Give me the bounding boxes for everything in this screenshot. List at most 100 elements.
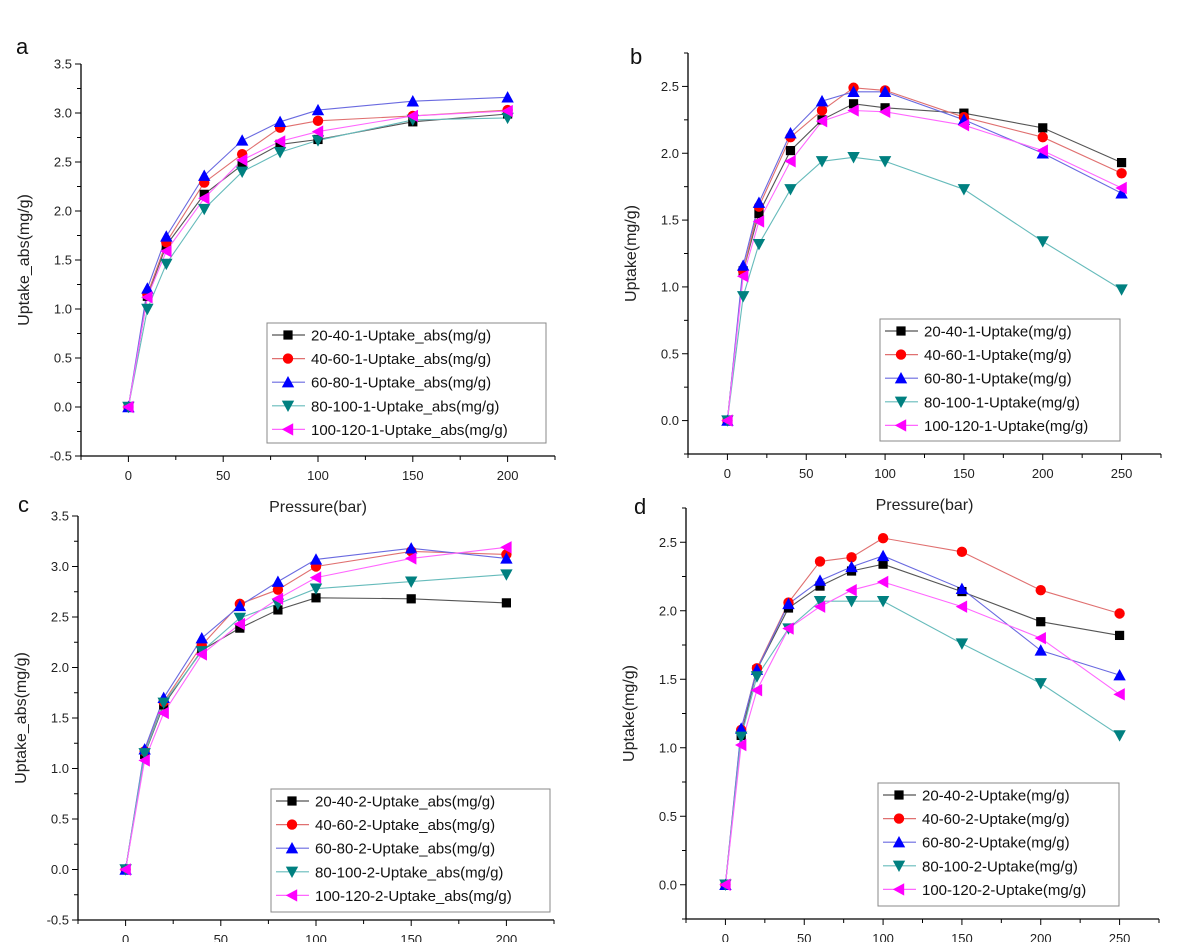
legend-label: 100-120-2-Uptake_abs(mg/g) bbox=[315, 888, 512, 905]
data-point-s2-6 bbox=[878, 85, 892, 97]
y-tick-label: 2.0 bbox=[54, 204, 72, 219]
y-tick-label: 2.0 bbox=[51, 660, 69, 675]
y-tick-label: 0.0 bbox=[659, 877, 677, 892]
y-tick-label: 3.5 bbox=[54, 57, 72, 72]
x-tick-label: 0 bbox=[122, 932, 129, 942]
series-line-0 bbox=[726, 103, 1122, 421]
legend-marker bbox=[894, 396, 908, 408]
panel-letter: d bbox=[634, 494, 646, 519]
legend-box bbox=[879, 318, 1121, 442]
legend-marker bbox=[281, 400, 295, 412]
x-tick-label: 200 bbox=[497, 468, 519, 483]
y-tick-label: 2.5 bbox=[54, 155, 72, 170]
y-tick-label: 1.0 bbox=[54, 302, 72, 317]
data-point-s3-3 bbox=[784, 184, 797, 196]
data-point-s4-8 bbox=[501, 104, 513, 118]
data-point-s0-8 bbox=[1036, 617, 1046, 627]
y-tick-label: -0.5 bbox=[50, 449, 72, 464]
data-point-s0-3 bbox=[785, 145, 796, 156]
data-point-s1-9 bbox=[1114, 608, 1125, 619]
data-point-s3-5 bbox=[845, 595, 858, 608]
data-point-s0-8 bbox=[501, 598, 511, 608]
data-point-s4-0 bbox=[119, 863, 131, 876]
data-point-s2-4 bbox=[235, 134, 249, 146]
data-point-s4-1 bbox=[141, 291, 153, 304]
data-point-s3-1 bbox=[138, 748, 151, 760]
x-tick-label: 250 bbox=[1109, 931, 1131, 942]
chart-panel-d: d 0 50 100 150 200 250 0.0 0.5 1.0 1.5 2.0 2.5 Pressu… bbox=[600, 470, 1200, 942]
chart-svg-d: d 0 50 100 150 200 250 0.0 0.5 1.0 1.5 2.0 2.5 Pressu… bbox=[621, 494, 1160, 942]
legend-marker bbox=[896, 326, 906, 336]
legend-label: 100-120-1-Uptake_abs(mg/g) bbox=[311, 422, 508, 439]
data-point-s1-6 bbox=[312, 115, 324, 127]
data-point-s1-4 bbox=[816, 105, 828, 116]
data-point-s4-6 bbox=[878, 105, 891, 119]
data-point-s0-7 bbox=[406, 594, 416, 604]
x-tick-label: 200 bbox=[1032, 466, 1054, 481]
y-tick-label: 0.5 bbox=[659, 809, 677, 824]
chart-svg-c: c 0 50 100 150 200 -0.5 0.0 0.5 1.0 1.5 2.0 2.5 3.0 3.… bbox=[13, 492, 555, 942]
data-point-s3-8 bbox=[1036, 236, 1049, 248]
data-point-s0-9 bbox=[1114, 630, 1125, 641]
series-line-2 bbox=[726, 91, 1122, 421]
x-tick-label: 150 bbox=[400, 932, 422, 942]
x-tick-label: 50 bbox=[799, 466, 813, 481]
x-tick-label: 0 bbox=[125, 468, 132, 483]
data-point-s3-2 bbox=[157, 697, 170, 710]
chart-svg-b: b 0 50 100 150 200 250 0.0 0.5 1.0 1.5 2.0 2.5 Pressu… bbox=[623, 44, 1162, 514]
y-tick-label: 3.0 bbox=[51, 559, 69, 574]
data-point-s1-8 bbox=[1035, 585, 1046, 596]
legend-marker bbox=[892, 860, 906, 872]
data-point-s4-7 bbox=[406, 109, 418, 123]
data-point-s2-5 bbox=[847, 85, 860, 97]
data-point-s4-2 bbox=[750, 684, 763, 697]
legend-label: 100-120-1-Uptake(mg/g) bbox=[924, 418, 1088, 435]
legend-box bbox=[877, 782, 1120, 907]
data-point-s4-1 bbox=[734, 738, 747, 752]
data-point-s4-3 bbox=[195, 648, 207, 661]
y-tick-label: 0.0 bbox=[54, 400, 72, 415]
data-point-s4-5 bbox=[845, 584, 857, 597]
data-point-s0-9 bbox=[1116, 158, 1127, 168]
data-point-s1-4 bbox=[814, 556, 826, 567]
legend-label: 40-60-2-Uptake(mg/g) bbox=[922, 811, 1070, 828]
legend-marker bbox=[894, 372, 908, 384]
series-line-2 bbox=[724, 555, 1120, 885]
data-point-s0-5 bbox=[848, 99, 859, 109]
x-tick-label: 150 bbox=[953, 466, 975, 481]
x-tick-label: 50 bbox=[797, 931, 811, 942]
legend-label: 60-80-2-Uptake(mg/g) bbox=[922, 835, 1070, 852]
legend-label: 20-40-2-Uptake_abs(mg/g) bbox=[315, 794, 495, 811]
data-point-s3-7 bbox=[957, 184, 971, 196]
legend-marker bbox=[892, 836, 906, 848]
data-point-s2-9 bbox=[1115, 187, 1128, 199]
legend-marker bbox=[287, 796, 297, 806]
legend-marker bbox=[894, 419, 907, 432]
data-point-s4-2 bbox=[157, 706, 169, 720]
data-point-s2-4 bbox=[815, 94, 829, 107]
y-tick-label: -0.5 bbox=[47, 913, 69, 928]
x-tick-label: 50 bbox=[214, 932, 228, 942]
legend-label: 60-80-2-Uptake_abs(mg/g) bbox=[315, 841, 495, 858]
legend-marker bbox=[282, 353, 294, 364]
y-tick-label: 2.5 bbox=[51, 610, 69, 625]
y-tick-label: 1.5 bbox=[54, 253, 72, 268]
legend-marker bbox=[894, 790, 904, 800]
data-point-s4-7 bbox=[957, 118, 970, 132]
data-point-s2-3 bbox=[195, 632, 208, 644]
data-point-s1-7 bbox=[956, 546, 968, 558]
legend-label: 60-80-1-Uptake_abs(mg/g) bbox=[311, 375, 491, 392]
y-tick-label: 0.5 bbox=[51, 812, 69, 827]
y-tick-label: 1.0 bbox=[659, 740, 677, 755]
data-point-s1-9 bbox=[1116, 168, 1127, 179]
data-point-s4-3 bbox=[198, 192, 210, 205]
data-point-s4-8 bbox=[1036, 144, 1048, 157]
data-point-s2-5 bbox=[845, 560, 858, 573]
series-line-4 bbox=[726, 109, 1122, 421]
chart-panel-a: a 0 50 100 150 200 -0.5 0.0 0.5 1.0 1.5 2.0 2.5 3.0 3.… bbox=[0, 0, 600, 516]
data-point-s2-5 bbox=[273, 115, 287, 128]
data-point-s2-7 bbox=[405, 542, 418, 554]
data-point-s3-2 bbox=[752, 238, 766, 251]
data-point-s0-3 bbox=[199, 189, 209, 199]
data-point-s4-0 bbox=[721, 414, 733, 427]
